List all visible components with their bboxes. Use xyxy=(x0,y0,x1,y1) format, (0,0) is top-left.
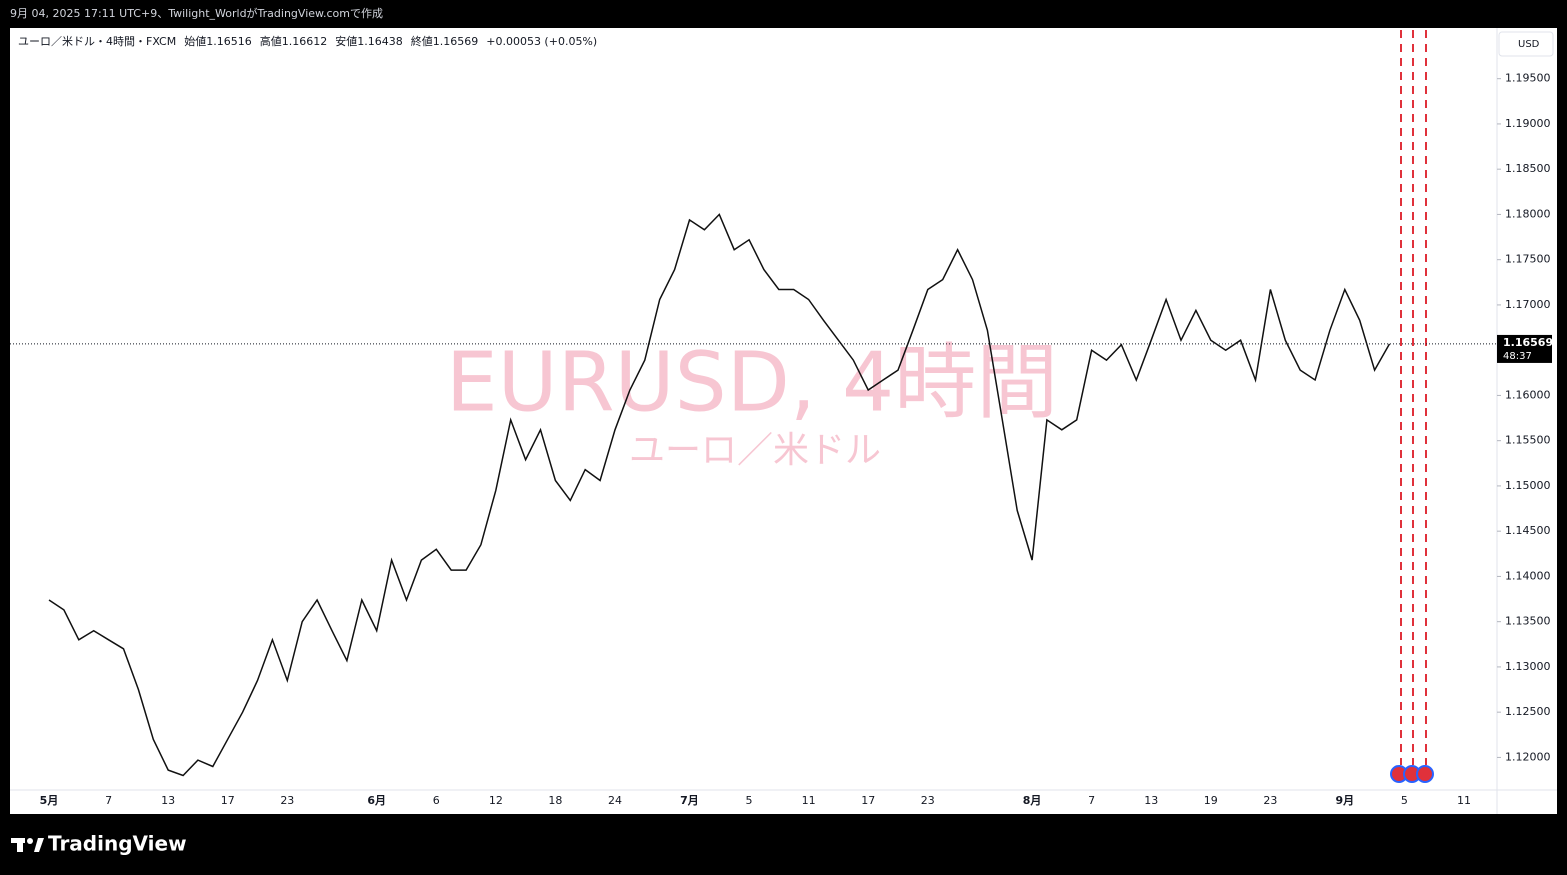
x-tick-label: 7 xyxy=(105,794,112,807)
x-tick-label: 19 xyxy=(1204,794,1218,807)
event-flags xyxy=(1390,765,1434,783)
currency-box[interactable] xyxy=(1498,31,1554,57)
y-tick-label: 1.12500 xyxy=(1505,705,1551,718)
flag[interactable] xyxy=(1416,765,1434,783)
x-tick-label: 23 xyxy=(921,794,935,807)
last-price-box xyxy=(1497,334,1552,363)
y-tick-label: 1.18000 xyxy=(1505,207,1551,220)
y-tick-label: 1.18500 xyxy=(1505,162,1551,175)
x-tick-label: 11 xyxy=(802,794,816,807)
watermark-subtitle: ユーロ／米ドル xyxy=(629,430,881,471)
x-tick-label: 18 xyxy=(548,794,562,807)
x-tick-label: 8月 xyxy=(1023,794,1042,807)
y-tick-label: 1.19500 xyxy=(1505,72,1551,85)
y-tick-label: 1.19000 xyxy=(1505,117,1551,130)
y-tick-label: 1.13000 xyxy=(1505,660,1551,673)
x-tick-label: 12 xyxy=(489,794,503,807)
x-tick-label: 7 xyxy=(1088,794,1095,807)
brand: TradingView xyxy=(48,832,187,856)
y-tick-label: 1.15500 xyxy=(1505,434,1551,447)
event-lines xyxy=(1400,30,1427,765)
x-tick-label: 11 xyxy=(1457,794,1471,807)
x-tick-label: 5 xyxy=(746,794,753,807)
x-tick-label: 13 xyxy=(1144,794,1158,807)
x-tick-label: 23 xyxy=(280,794,294,807)
symbol: ユーロ／米ドル・4時間・FXCM xyxy=(18,35,176,48)
x-tick-label: 5 xyxy=(1401,794,1408,807)
x-tick-label: 7月 xyxy=(680,794,699,807)
x-tick-label: 5月 xyxy=(40,794,59,807)
x-tick-label: 6 xyxy=(433,794,440,807)
watermark-title: EURUSD, 4時間 xyxy=(446,335,1058,430)
x-tick-label: 17 xyxy=(221,794,235,807)
ohlc-value: 高値1.16612 xyxy=(260,34,328,48)
y-tick-label: 1.14500 xyxy=(1505,524,1551,537)
x-tick-label: 23 xyxy=(1263,794,1277,807)
ohlc-value: 終値1.16569 xyxy=(411,34,479,48)
caption: 9月 04, 2025 17:11 UTC+9、Twilight_WorldがT… xyxy=(10,6,383,20)
logo-part xyxy=(34,838,44,852)
logo-part xyxy=(17,838,23,852)
ohlc-value: 始値1.16516 xyxy=(184,34,252,48)
y-tick-label: 1.16000 xyxy=(1505,388,1551,401)
y-tick-label: 1.13500 xyxy=(1505,615,1551,628)
ohlc-value: +0.00053 (+0.05%) xyxy=(486,35,597,48)
x-tick-label: 24 xyxy=(608,794,622,807)
y-tick-label: 1.15000 xyxy=(1505,479,1551,492)
last-price-label: 1.16569 xyxy=(1503,336,1553,349)
countdown: 48:37 xyxy=(1503,351,1532,362)
y-tick-label: 1.14000 xyxy=(1505,569,1551,582)
x-tick-label: 13 xyxy=(161,794,175,807)
y-tick-label: 1.17500 xyxy=(1505,253,1551,266)
x-tick-label: 6月 xyxy=(367,794,386,807)
x-tick-label: 9月 xyxy=(1336,794,1355,807)
y-tick-label: 1.17000 xyxy=(1505,298,1551,311)
logo-part xyxy=(27,838,33,844)
brand-logo xyxy=(11,838,44,852)
ohlc-value: 安値1.16438 xyxy=(335,34,403,48)
currency: USD xyxy=(1518,39,1540,50)
price-line xyxy=(48,213,1391,777)
watermark: EURUSD, 4時間 ユーロ／米ドル xyxy=(446,335,1058,471)
y-tick-label: 1.12000 xyxy=(1505,750,1551,763)
x-tick-label: 17 xyxy=(861,794,875,807)
chart-panel xyxy=(10,28,1557,814)
